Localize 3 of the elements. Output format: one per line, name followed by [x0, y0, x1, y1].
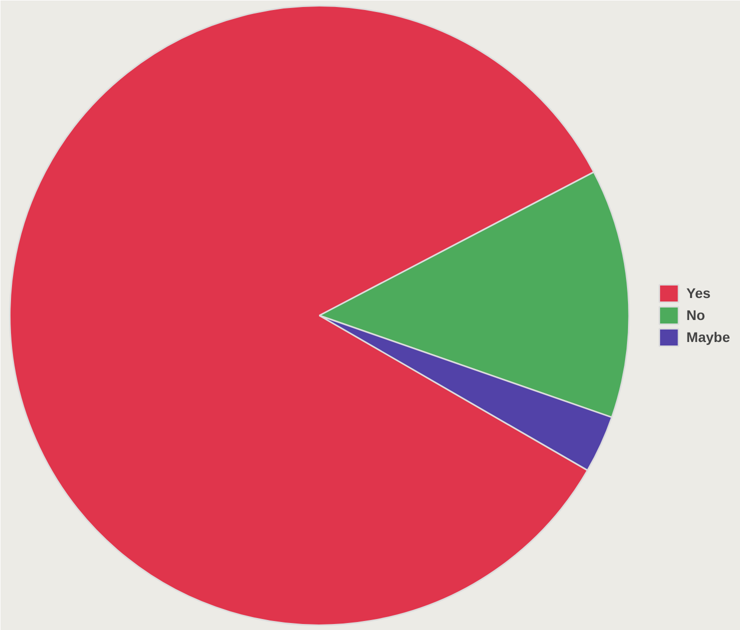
legend-label: No — [686, 307, 706, 323]
legend-label: Maybe — [686, 329, 730, 345]
legend-label: Yes — [686, 285, 711, 301]
